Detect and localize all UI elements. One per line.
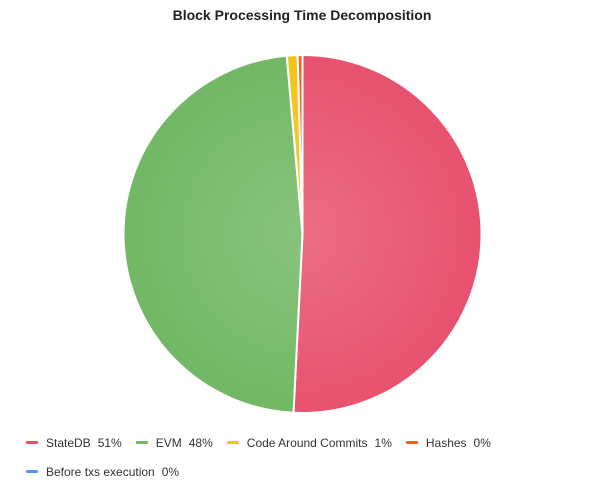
legend-item-hashes[interactable]: Hashes 0% [405, 434, 491, 451]
legend-label: Hashes [425, 435, 467, 450]
legend-percent: 1% [374, 435, 392, 450]
pie-chart [122, 54, 483, 414]
legend-label: Before txs execution [46, 464, 155, 479]
legend-percent: 0% [161, 464, 180, 479]
legend-label: EVM [155, 435, 182, 450]
legend-percent: 48% [188, 435, 213, 450]
legend-swatch [26, 441, 38, 444]
legend-label: StateDB [46, 435, 91, 450]
legend: StateDB 51% EVM 48% Code Around Commits 1% Has… [26, 434, 586, 480]
chart-title: Block Processing Time Decomposition [172, 7, 432, 23]
pie-slice-evm[interactable] [122, 54, 304, 414]
legend-swatch [405, 441, 418, 444]
legend-item-code-around-commits[interactable]: Code Around Commits 1% [226, 434, 392, 451]
legend-percent: 51% [97, 435, 122, 450]
legend-swatch [135, 441, 148, 444]
legend-swatch [26, 470, 38, 473]
legend-label: Code Around Commits [246, 435, 368, 450]
legend-percent: 0% [473, 435, 491, 450]
pie-slice-statedb[interactable] [292, 54, 483, 414]
legend-item-before-txs-execution[interactable]: Before txs execution 0% [26, 463, 179, 480]
legend-swatch [226, 441, 239, 444]
legend-item-evm[interactable]: EVM 48% [135, 434, 213, 451]
legend-item-statedb[interactable]: StateDB 51% [26, 434, 122, 451]
